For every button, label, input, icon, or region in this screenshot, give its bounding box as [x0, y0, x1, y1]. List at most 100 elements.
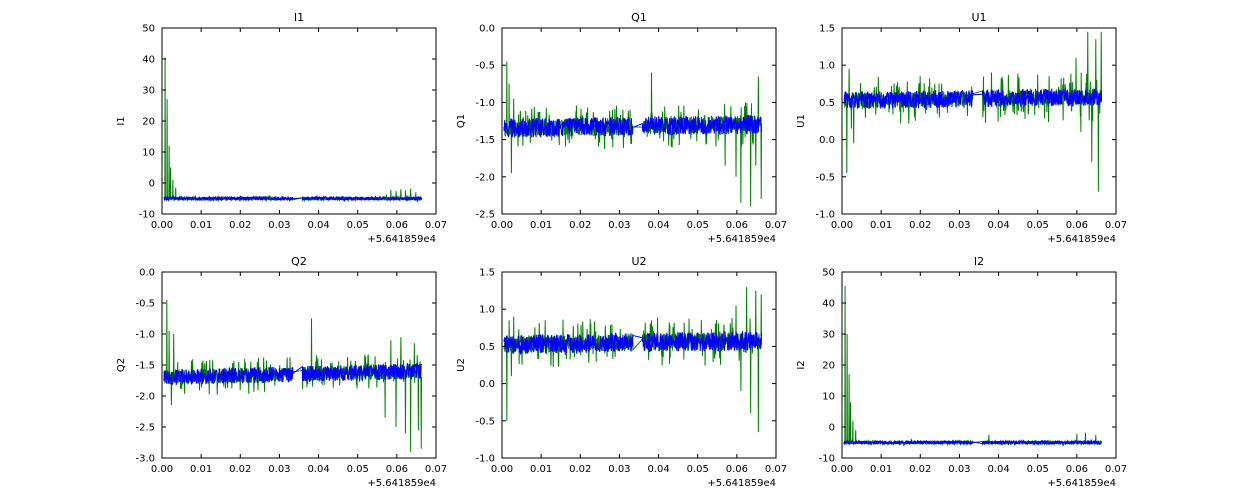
x-tick-label: 0.00 — [491, 220, 513, 231]
axes-frame — [841, 271, 1117, 459]
y-tick-label: 30 — [822, 330, 835, 341]
y-tick-label: -2.0 — [135, 392, 155, 403]
x-tick-label: 0.06 — [726, 220, 748, 231]
x-tick-label: 0.04 — [647, 220, 669, 231]
y-tick-label: 10 — [142, 148, 155, 159]
series-channel-blue — [503, 330, 763, 356]
y-tick-label: 1.0 — [819, 61, 835, 72]
series-channel-green — [843, 285, 1102, 447]
x-tick-label: 0.05 — [687, 220, 709, 231]
y-tick-label: -2.5 — [135, 423, 155, 434]
x-tick-label: 0.02 — [229, 464, 251, 475]
y-tick-label: -2.5 — [475, 210, 495, 221]
subplot-U1: 0.00 0.01 0.02 0.03 0.04 0.05 0.06 0.07 -1.0 -0.5… — [796, 11, 1127, 245]
x-tick-label: 0.07 — [1105, 464, 1127, 475]
y-tick-label: -10 — [819, 454, 835, 465]
y-tick-label: -3.0 — [135, 454, 155, 465]
x-tick-label: 0.06 — [1066, 464, 1088, 475]
x-tick-label: 0.01 — [530, 220, 552, 231]
axes-frame — [161, 27, 437, 215]
x-tick-label: 0.03 — [948, 220, 970, 231]
x-tick-label: 0.05 — [1027, 220, 1049, 231]
x-tick-label: 0.01 — [190, 220, 212, 231]
y-tick-label: 10 — [822, 392, 835, 403]
x-tick-label: 0.03 — [948, 464, 970, 475]
y-axis-label: I2 — [796, 360, 807, 369]
y-tick-label: -1.0 — [475, 98, 495, 109]
x-tick-label: 0.05 — [347, 220, 369, 231]
y-tick-label: 0.5 — [819, 98, 835, 109]
x-tick-label: 0.00 — [151, 220, 173, 231]
y-tick-label: -0.5 — [475, 61, 495, 72]
y-tick-label: -1.0 — [475, 454, 495, 465]
y-tick-label: -10 — [139, 210, 155, 221]
y-tick-label: -0.5 — [475, 416, 495, 427]
plot-title: I1 — [294, 11, 304, 24]
y-tick-label: 0 — [829, 423, 835, 434]
y-axis-label: Q2 — [116, 358, 127, 372]
y-tick-label: 50 — [142, 24, 155, 35]
x-tick-label: 0.04 — [647, 464, 669, 475]
y-tick-label: -1.5 — [475, 135, 495, 146]
axes-frame — [501, 27, 777, 215]
axes-frame — [841, 27, 1117, 215]
plot-title: Q2 — [291, 255, 307, 268]
y-tick-label: -1.0 — [815, 210, 835, 221]
x-tick-label: 0.07 — [425, 464, 447, 475]
x-offset-label: +5.641859e4 — [707, 478, 776, 489]
x-tick-label: 0.04 — [987, 220, 1009, 231]
series-channel-green — [163, 57, 423, 203]
x-tick-label: 0.06 — [386, 464, 408, 475]
series-channel-green — [503, 286, 763, 432]
series-channel-blue — [843, 88, 1103, 110]
x-tick-label: 0.02 — [909, 220, 931, 231]
y-tick-label: 1.5 — [479, 268, 495, 279]
x-tick-label: 0.00 — [831, 220, 853, 231]
x-tick-label: 0.07 — [425, 220, 447, 231]
x-tick-label: 0.04 — [987, 464, 1009, 475]
x-tick-label: 0.02 — [569, 464, 591, 475]
y-tick-label: 0.5 — [479, 342, 495, 353]
x-tick-label: 0.04 — [307, 464, 329, 475]
x-tick-label: 0.01 — [870, 220, 892, 231]
y-tick-label: 20 — [142, 117, 155, 128]
y-tick-label: 40 — [822, 299, 835, 310]
y-axis-label: Q1 — [456, 114, 467, 128]
x-tick-label: 0.06 — [726, 464, 748, 475]
x-tick-label: 0.01 — [530, 464, 552, 475]
y-tick-label: 0 — [149, 179, 155, 190]
series-channel-blue — [503, 115, 763, 139]
y-tick-label: 0.0 — [819, 135, 835, 146]
x-tick-label: 0.05 — [1027, 464, 1049, 475]
y-tick-label: 1.0 — [479, 305, 495, 316]
plot-title: U1 — [971, 11, 986, 24]
x-tick-label: 0.03 — [268, 220, 290, 231]
x-tick-label: 0.02 — [229, 220, 251, 231]
subplot-U2: 0.00 0.01 0.02 0.03 0.04 0.05 0.06 0.07 -1.0 -0.5… — [456, 255, 787, 489]
y-tick-label: -2.0 — [475, 172, 495, 183]
y-tick-label: 50 — [822, 268, 835, 279]
series-channel-blue — [163, 194, 423, 203]
x-tick-label: 0.06 — [1066, 220, 1088, 231]
series-channel-blue — [163, 362, 423, 385]
y-tick-label: 20 — [822, 361, 835, 372]
x-tick-label: 0.06 — [386, 220, 408, 231]
y-tick-label: 0.0 — [139, 268, 155, 279]
x-tick-label: 0.04 — [307, 220, 329, 231]
y-tick-label: -1.5 — [135, 361, 155, 372]
x-tick-label: 0.01 — [870, 464, 892, 475]
x-offset-label: +5.641859e4 — [367, 234, 436, 245]
x-tick-label: 0.00 — [491, 464, 513, 475]
x-offset-label: +5.641859e4 — [1047, 234, 1116, 245]
y-axis-label: U2 — [456, 358, 467, 372]
x-tick-label: 0.02 — [569, 220, 591, 231]
y-tick-label: 1.5 — [819, 24, 835, 35]
y-axis-label: U1 — [796, 114, 807, 128]
subplot-Q2: 0.00 0.01 0.02 0.03 0.04 0.05 0.06 0.07 -3.0 -2.5… — [116, 255, 447, 489]
y-axis-label: I1 — [116, 116, 127, 125]
x-tick-label: 0.02 — [909, 464, 931, 475]
series-channel-green — [843, 31, 1103, 192]
y-tick-label: 30 — [142, 86, 155, 97]
x-tick-label: 0.03 — [268, 464, 290, 475]
series-channel-blue — [843, 439, 1103, 447]
